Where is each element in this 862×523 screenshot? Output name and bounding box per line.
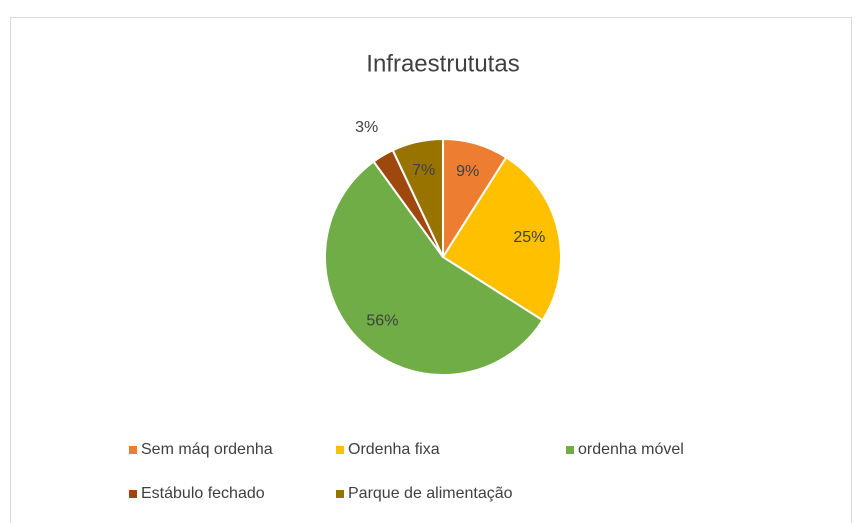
pie-slice [441, 155, 562, 322]
legend-marker [336, 446, 344, 454]
legend-marker [336, 490, 344, 498]
pie-slice [391, 137, 444, 258]
legend-label: ordenha móvel [578, 441, 684, 458]
data-label: 7% [412, 162, 435, 179]
legend-marker [129, 490, 137, 498]
legend-label: Estábulo fechado [141, 485, 265, 502]
legend-marker [129, 446, 137, 454]
legend-label: Parque de alimentação [348, 485, 513, 502]
legend-label: Sem máq ordenha [141, 441, 273, 458]
legend-label: Ordenha fixa [348, 441, 440, 458]
pie-slice [324, 160, 545, 376]
chart-title: Infraestrututas [366, 50, 519, 77]
data-label: 3% [355, 119, 378, 136]
data-label: 56% [366, 313, 398, 330]
data-label: 9% [456, 163, 479, 180]
legend-marker [566, 446, 574, 454]
data-label: 25% [513, 229, 545, 246]
